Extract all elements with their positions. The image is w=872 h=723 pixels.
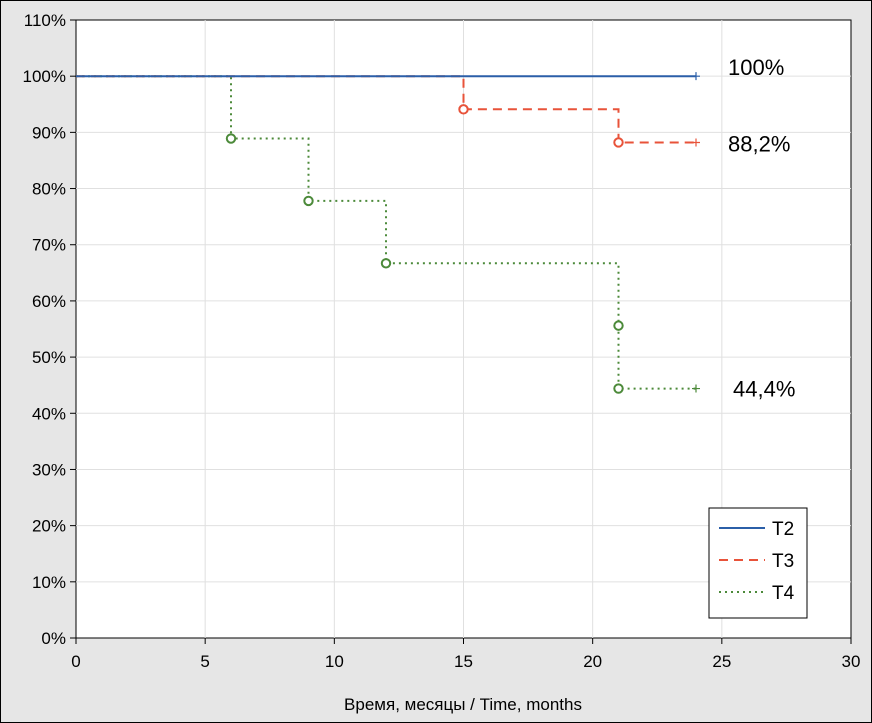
y-tick-label: 80% <box>32 180 66 199</box>
event-marker <box>303 195 314 207</box>
y-tick-label: 0% <box>41 629 66 648</box>
event-marker <box>380 258 392 269</box>
y-tick-label: 100% <box>23 67 66 86</box>
y-tick-label: 60% <box>32 292 66 311</box>
legend-label: T2 <box>772 519 794 540</box>
censor-marker <box>692 72 700 81</box>
x-tick-label: 20 <box>583 652 602 671</box>
y-tick-label: 20% <box>32 517 66 536</box>
legend-label: T4 <box>772 583 795 604</box>
x-tick-label: 5 <box>200 652 209 671</box>
legend-label: T3 <box>772 551 794 572</box>
y-tick-label: 10% <box>32 573 66 592</box>
event-marker <box>225 133 237 144</box>
y-tick-label: 90% <box>32 123 66 142</box>
x-axis-label: Время, месяцы / Time, months <box>344 695 582 714</box>
end-labels: 100% 88,2% 44,4% <box>728 55 795 401</box>
x-tick-label: 0 <box>71 652 80 671</box>
event-marker <box>613 137 624 148</box>
event-marker <box>458 104 469 115</box>
y-tick-label: 110% <box>24 11 66 30</box>
censor-marker <box>692 384 700 393</box>
x-tick-label: 25 <box>712 652 731 671</box>
x-tick-label: 10 <box>325 652 344 671</box>
y-tick-label: 40% <box>32 404 66 423</box>
axes: 0% 10% 20% 30% 40% 50% 60% 70% 80% 90% 100% 110% 0 5 1… <box>23 11 861 671</box>
series-t2 <box>76 72 700 81</box>
end-label: 100% <box>728 55 784 80</box>
x-tick-label: 15 <box>454 652 473 671</box>
event-marker <box>613 320 624 331</box>
x-tick-label: 30 <box>842 652 861 671</box>
end-label: 88,2% <box>728 131 790 156</box>
legend-box <box>708 507 808 619</box>
y-tick-label: 70% <box>32 236 66 255</box>
event-marker <box>613 383 624 394</box>
y-tick-label: 30% <box>32 460 66 479</box>
legend: T2 T3 T4 <box>708 507 808 619</box>
series-lines <box>76 72 700 394</box>
end-label: 44,4% <box>733 377 795 402</box>
censor-marker <box>692 138 700 147</box>
y-tick-label: 50% <box>32 348 66 367</box>
series-t4 <box>76 75 700 394</box>
